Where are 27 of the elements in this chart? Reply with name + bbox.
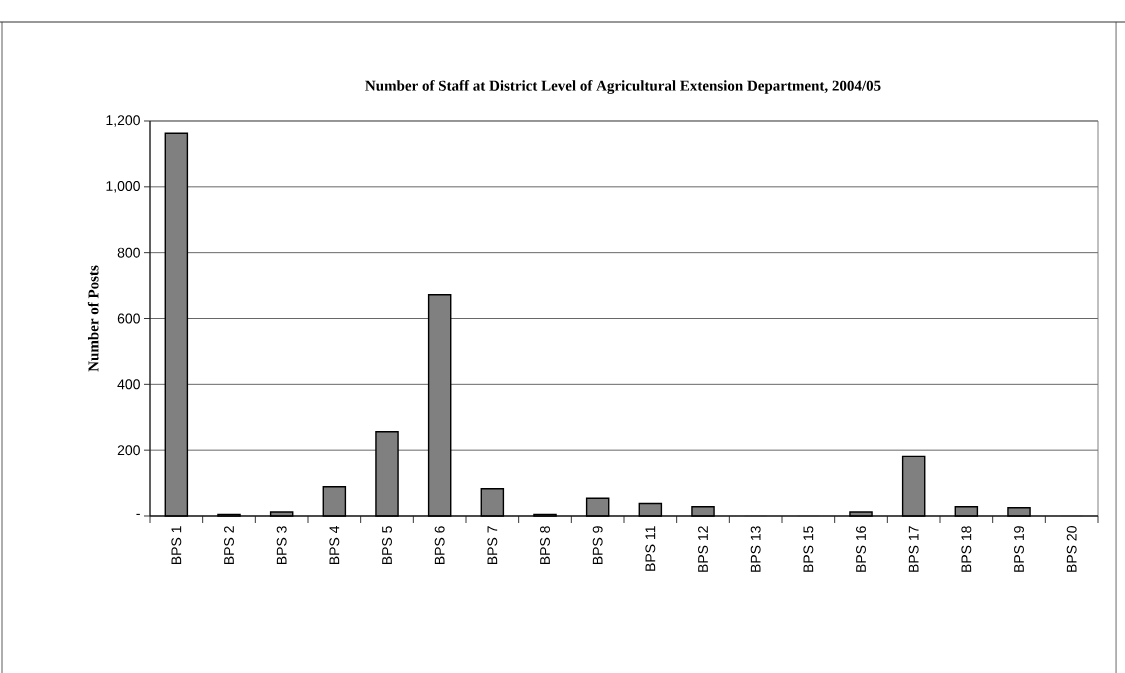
x-tick-label: BPS 1 bbox=[171, 526, 182, 565]
y-tick-label: 800 bbox=[117, 247, 140, 258]
x-tick-label: BPS 17 bbox=[908, 526, 919, 572]
x-tick-label: BPS 8 bbox=[540, 526, 550, 565]
y-tick-label: 200 bbox=[117, 445, 140, 456]
y-tick-label: 1,000 bbox=[106, 181, 140, 193]
x-tick-label: BPS 15 bbox=[803, 526, 814, 572]
chart-title: Number of Staff at District Level of Agricultural Extension Department, 2004/05 bbox=[365, 80, 881, 94]
x-tick-label: BPS 19 bbox=[1014, 526, 1024, 572]
x-tick-label: BPS 6 bbox=[434, 526, 445, 565]
y-tick-label: 1,200 bbox=[106, 115, 140, 127]
x-tick-label: BPS 20 bbox=[1066, 526, 1077, 572]
x-tick-label: BPS 2 bbox=[224, 526, 234, 565]
y-tick-label: 400 bbox=[117, 379, 140, 390]
x-tick-label: BPS 16 bbox=[856, 526, 866, 572]
y-tick-label: 600 bbox=[117, 313, 140, 324]
x-tick-label: BPS 7 bbox=[487, 526, 498, 565]
x-tick-label: BPS 3 bbox=[276, 526, 287, 565]
y-tick-label: - bbox=[136, 513, 140, 515]
x-tick-label: BPS 4 bbox=[329, 525, 340, 565]
x-tick-label: BPS 11 bbox=[645, 526, 656, 571]
x-tick-label: BPS 12 bbox=[698, 526, 708, 572]
x-tick-label: BPS 9 bbox=[592, 526, 603, 565]
x-tick-label: BPS 5 bbox=[382, 526, 392, 565]
x-tick-label: BPS 13 bbox=[750, 526, 761, 572]
x-tick-label: BPS 18 bbox=[961, 526, 972, 572]
y-axis-title: Number of Posts bbox=[87, 265, 99, 372]
